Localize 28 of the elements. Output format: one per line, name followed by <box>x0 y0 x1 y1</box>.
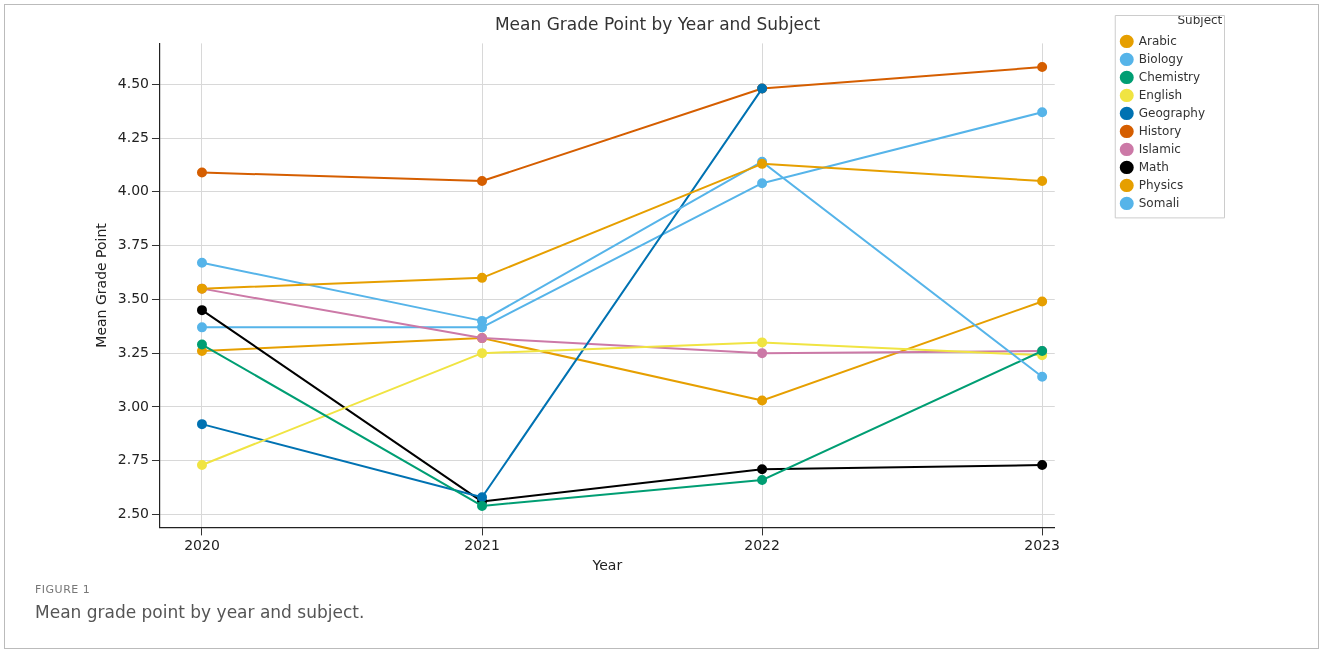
text: Mean grade point by year and subject. <box>35 602 365 622</box>
legend-label: Geography <box>1138 105 1206 120</box>
x-tick-label: 2020 <box>184 537 220 554</box>
x-tick-label: 2021 <box>464 537 500 554</box>
legend-label: Somali <box>1138 195 1180 210</box>
y-tick-label: 2.50 <box>117 505 149 522</box>
y-tick-label: 3.75 <box>117 236 149 253</box>
x-axis-title: Year <box>591 557 623 574</box>
y-tick-label: 3.00 <box>117 397 149 414</box>
y-tick-label: 3.25 <box>117 343 149 360</box>
y-tick-label: 3.50 <box>117 290 149 307</box>
legend-label: Islamic <box>1138 141 1181 156</box>
y-tick-label: 4.50 <box>117 74 149 91</box>
legend-label: Arabic <box>1138 33 1177 48</box>
y-tick-label: 2.75 <box>117 451 149 468</box>
legend-label: Math <box>1138 159 1169 174</box>
x-tick-label: 2023 <box>1024 537 1060 554</box>
legend-label: English <box>1138 87 1183 102</box>
y-tick-label: 4.25 <box>117 128 149 145</box>
legend-label: History <box>1138 123 1182 138</box>
x-tick-label: 2022 <box>744 537 780 554</box>
legend-label: Chemistry <box>1138 69 1201 84</box>
caption: FIGURE 1 <box>35 583 92 596</box>
chart-title: Mean Grade Point by Year and Subject <box>494 13 821 34</box>
legend-label: Physics <box>1138 177 1184 192</box>
y-axis-title: Mean Grade Point <box>93 222 110 348</box>
legend-label: Biology <box>1138 51 1184 66</box>
y-tick-label: 4.00 <box>117 182 149 199</box>
